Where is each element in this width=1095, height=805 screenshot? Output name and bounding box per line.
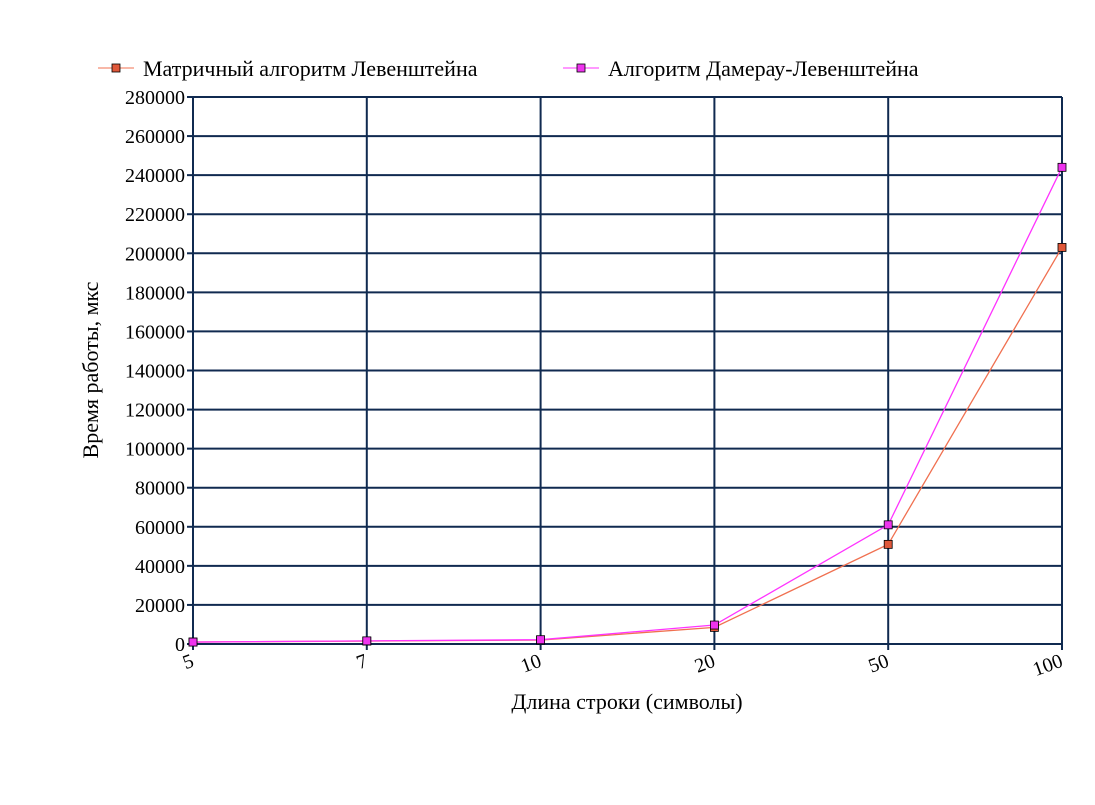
y-tick-label: 100000	[125, 439, 185, 461]
grid	[187, 96, 1063, 650]
legend-marker-series-2	[576, 63, 586, 73]
x-axis-title: Длина строки (символы)	[511, 689, 742, 714]
y-tick-label: 180000	[125, 282, 185, 304]
x-tick-label: 100	[1030, 650, 1066, 681]
y-tick-label: 40000	[135, 556, 185, 578]
series	[188, 162, 1067, 647]
y-tick-label: 160000	[125, 321, 185, 343]
data-point-series-2	[710, 620, 719, 630]
legend-item-series-2: Алгоритм Дамерау-Левенштейна	[563, 56, 919, 81]
y-tick-label: 120000	[125, 400, 185, 422]
y-axis-title: Время работы, мкс	[78, 281, 103, 458]
x-tick-label: 20	[692, 650, 718, 678]
data-point-series-2	[536, 635, 545, 645]
y-tick-label: 0	[175, 634, 185, 656]
series-line-2	[192, 167, 1063, 643]
x-tick-label: 5	[180, 650, 197, 674]
series-line-1	[192, 247, 1063, 643]
y-tick-label: 220000	[125, 204, 185, 226]
y-tick-label: 240000	[125, 165, 185, 187]
legend-marker-series-1	[111, 63, 121, 73]
x-tick-label: 10	[518, 650, 544, 678]
data-point-series-1	[883, 539, 893, 549]
y-tick-label: 140000	[125, 361, 185, 383]
y-tick-label: 20000	[135, 595, 185, 617]
legend-label-series-1: Матричный алгоритм Левенштейна	[143, 56, 478, 81]
x-tick-label: 50	[866, 650, 892, 678]
y-tick-label: 80000	[135, 478, 185, 500]
y-tick-label: 200000	[125, 243, 185, 265]
data-point-series-2	[188, 637, 198, 647]
x-axis-ticks: 5 7 10 20 50 100	[180, 650, 1066, 681]
data-point-series-2	[362, 636, 372, 646]
y-axis-ticks: 0 20000 40000 60000 80000 100000 120000 140000 1…	[125, 87, 185, 656]
data-point-series-2	[883, 520, 893, 530]
x-tick-label: 7	[354, 650, 371, 674]
y-tick-label: 60000	[135, 517, 185, 539]
y-tick-label: 260000	[125, 126, 185, 148]
legend: Матричный алгоритм Левенштейна Алгоритм …	[98, 56, 919, 81]
data-point-series-1	[1057, 243, 1067, 252]
legend-item-series-1: Матричный алгоритм Левенштейна	[98, 56, 478, 81]
y-tick-label: 280000	[125, 87, 185, 109]
legend-label-series-2: Алгоритм Дамерау-Левенштейна	[608, 56, 919, 81]
data-point-series-2	[1057, 162, 1067, 172]
